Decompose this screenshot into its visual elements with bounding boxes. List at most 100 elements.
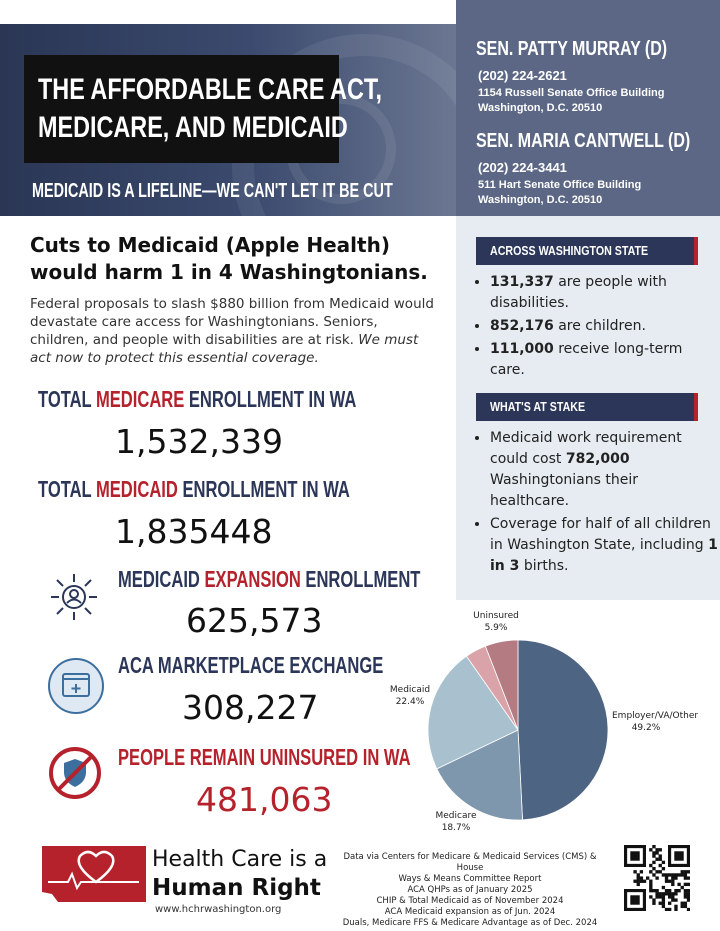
qr-module	[658, 892, 662, 896]
qr-module	[658, 895, 662, 899]
stat-label-part: ACA MARKETPLACE EXCHANGE	[118, 652, 384, 678]
qr-module	[664, 873, 669, 877]
qr-module	[668, 873, 672, 877]
qr-module	[686, 870, 690, 874]
qr-module	[668, 879, 672, 883]
qr-module	[671, 898, 675, 902]
website-link[interactable]: www.hchrwashington.org	[155, 904, 282, 915]
qr-module	[686, 882, 690, 887]
qr-module	[671, 882, 675, 887]
qr-finder	[630, 895, 640, 905]
across-wa-list: 131,337 are people with disabilities. 85…	[470, 272, 720, 383]
qr-module	[646, 876, 650, 880]
uninsured-icon	[48, 746, 102, 800]
qr-module	[674, 876, 678, 880]
page-title-line-1: THE AFFORDABLE CARE ACT,	[38, 73, 383, 106]
qr-module	[680, 901, 684, 905]
qr-code-icon[interactable]	[624, 845, 690, 911]
senator-address-line-1: 511 Hart Senate Office Building	[478, 179, 642, 191]
stat-value-medicaid: 1,835448	[115, 512, 273, 551]
headline: Cuts to Medicaid (Apple Health) would ha…	[30, 233, 428, 284]
qr-module	[655, 876, 659, 880]
qr-module	[661, 898, 666, 902]
qr-module	[674, 904, 678, 909]
slice-label: Medicare	[435, 811, 476, 821]
stat-label-uninsured: PEOPLE REMAIN UNINSURED IN WA	[118, 744, 411, 771]
slice-value-label: 49.2%	[632, 723, 661, 733]
qr-module	[636, 879, 640, 883]
qr-finder	[674, 851, 684, 861]
qr-module	[686, 898, 690, 902]
qr-module	[655, 892, 659, 896]
page-title-line-2: MEDICARE, AND MEDICAID	[38, 111, 348, 144]
qr-module	[661, 873, 666, 877]
qr-module	[661, 901, 666, 905]
qr-module	[658, 848, 662, 852]
qr-module	[655, 848, 659, 852]
qr-module	[652, 845, 656, 849]
qr-module	[674, 898, 678, 902]
qr-module	[649, 882, 653, 887]
qr-module	[668, 892, 672, 896]
logo-line-1: Health Care is a	[152, 847, 328, 872]
stat-label-medicaid: TOTAL MEDICAID ENROLLMENT IN WA	[38, 476, 350, 503]
qr-module	[683, 882, 688, 887]
slice-label: Employer/VA/Other	[612, 711, 698, 721]
data-source-note: Data via Centers for Medicare & Medicaid…	[334, 852, 606, 929]
stat-value-expansion: 625,573	[186, 601, 323, 640]
qr-module	[664, 889, 669, 893]
note-line: ACA Medicaid expansion as of Jun. 2024	[384, 907, 556, 917]
qr-module	[668, 895, 672, 899]
slice-label: Medicaid	[390, 685, 430, 695]
stat-value-uninsured: 481,063	[196, 780, 333, 819]
qr-module	[668, 907, 672, 911]
qr-module	[649, 889, 653, 893]
qr-module	[649, 870, 653, 874]
qr-module	[655, 889, 659, 893]
qr-module	[664, 879, 669, 883]
qr-module	[661, 867, 666, 871]
qr-module	[649, 848, 653, 852]
qr-module	[674, 873, 678, 877]
stat-label-highlight: MEDICAID	[95, 476, 178, 502]
at-stake-heading: WHAT'S AT STAKE	[476, 393, 698, 421]
qr-module	[680, 904, 684, 909]
qr-module	[652, 873, 656, 877]
qr-module	[683, 876, 688, 880]
qr-module	[658, 870, 662, 874]
senator-name: SEN. PATTY MURRAY (D)	[476, 38, 668, 60]
stat-bold: 1 in 3	[490, 537, 718, 574]
qr-module	[636, 873, 640, 877]
list-item-text: Medicaid work requirement could cost	[490, 430, 682, 467]
qr-module	[658, 857, 662, 861]
qr-module	[686, 889, 690, 893]
qr-module	[658, 854, 662, 858]
qr-module	[633, 870, 637, 874]
qr-module	[677, 882, 681, 887]
stat-label-part: MEDICAID	[118, 566, 205, 592]
qr-finder	[630, 851, 640, 861]
qr-module	[683, 904, 688, 909]
list-item-text: are children.	[553, 318, 646, 334]
qr-module	[652, 854, 656, 858]
qr-module	[680, 885, 684, 890]
across-wa-heading: ACROSS WASHINGTON STATE	[476, 237, 698, 265]
list-item-text: Washingtonians their healthcare.	[490, 472, 638, 509]
qr-module	[655, 895, 659, 899]
qr-module	[674, 889, 678, 893]
qr-module	[649, 885, 653, 890]
stat-bold: 111,000	[490, 341, 554, 357]
qr-module	[674, 892, 678, 896]
senator-address-line-2: Washington, D.C. 20510	[478, 194, 603, 206]
list-item-text: Coverage for half of all children in Was…	[490, 516, 711, 553]
qr-module	[639, 876, 644, 880]
qr-module	[652, 867, 656, 871]
footer-logo-text: Health Care is a Human Right	[152, 846, 327, 902]
list-item-text: are people with disabilities.	[490, 274, 667, 311]
stat-label-highlight: MEDICARE	[95, 386, 185, 412]
qr-module	[633, 879, 637, 883]
list-item: Coverage for half of all children in Was…	[490, 514, 720, 577]
senator-address-line-1: 1154 Russell Senate Office Building	[478, 87, 665, 99]
stat-bold: 131,337	[490, 274, 554, 290]
pie-slice	[517, 639, 609, 821]
